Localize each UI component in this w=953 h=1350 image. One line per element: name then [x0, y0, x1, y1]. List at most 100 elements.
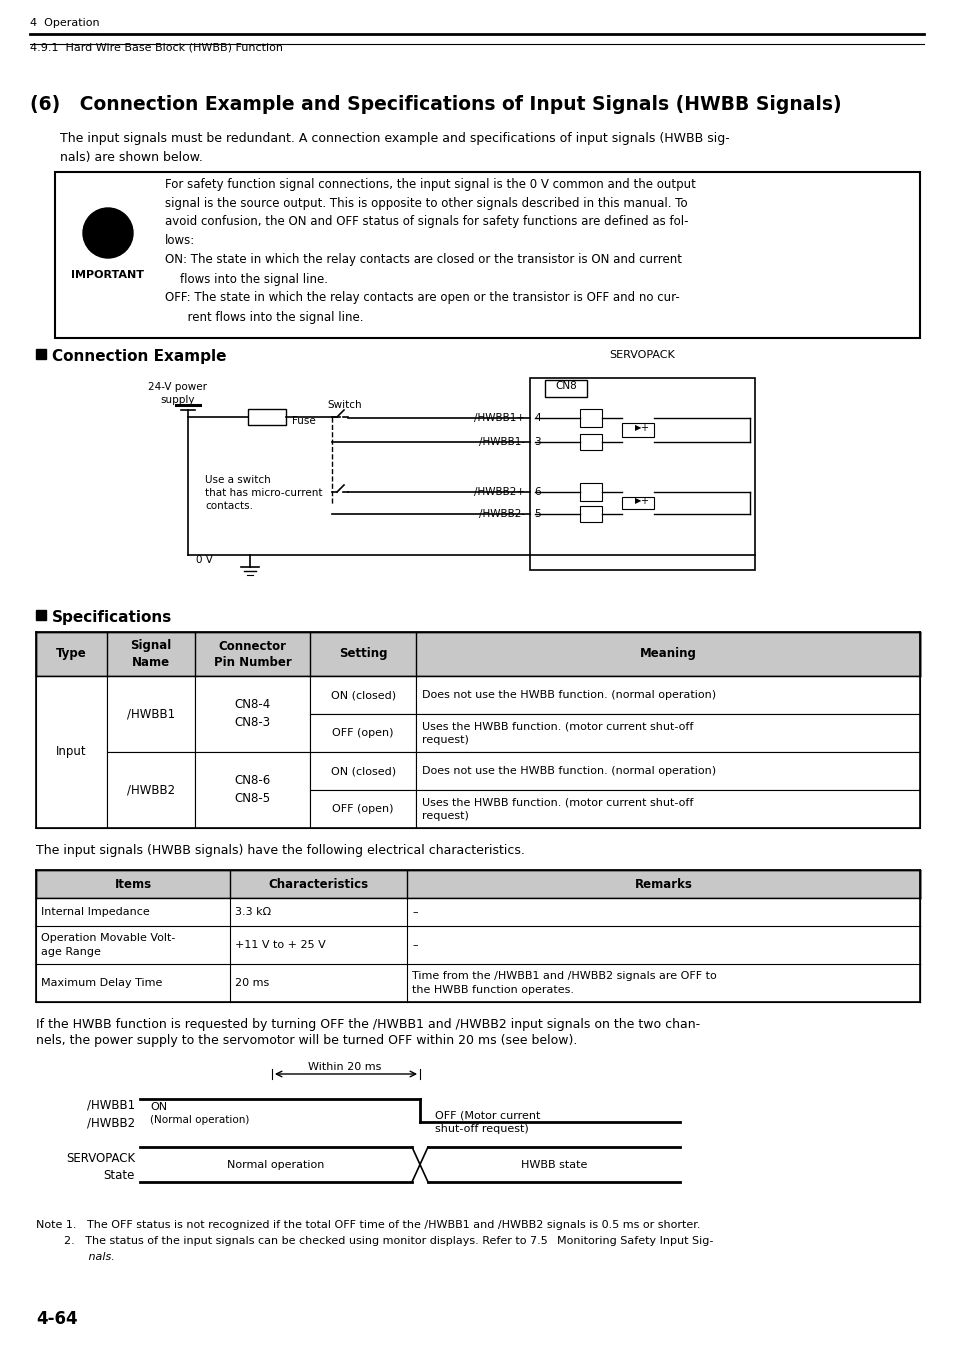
Text: 3: 3: [534, 437, 540, 447]
Text: OFF (Motor current
shut-off request): OFF (Motor current shut-off request): [435, 1110, 539, 1134]
Text: SERVOPACK
State: SERVOPACK State: [66, 1152, 135, 1183]
Text: Use a switch
that has micro-current
contacts.: Use a switch that has micro-current cont…: [205, 475, 322, 512]
Bar: [36, 610, 46, 620]
Bar: [107, 752, 195, 828]
Text: /HWBB2: /HWBB2: [127, 783, 174, 796]
Bar: [107, 676, 195, 752]
Text: Type: Type: [56, 648, 87, 660]
Text: /HWBB2-: /HWBB2-: [478, 509, 524, 518]
Text: ON: ON: [150, 1102, 167, 1112]
Text: 24-V power
supply: 24-V power supply: [149, 382, 208, 405]
Text: +: +: [639, 495, 647, 506]
Text: OFF (open): OFF (open): [332, 805, 394, 814]
Text: Does not use the HWBB function. (normal operation): Does not use the HWBB function. (normal …: [421, 765, 716, 776]
Text: Items: Items: [114, 878, 152, 891]
Text: HWBB state: HWBB state: [520, 1160, 587, 1169]
Text: Setting: Setting: [338, 648, 387, 660]
Text: 20 ms: 20 ms: [235, 977, 270, 988]
Text: nals.: nals.: [36, 1251, 114, 1262]
Text: 6: 6: [534, 487, 540, 497]
Text: CN8-4
CN8-3: CN8-4 CN8-3: [234, 698, 271, 729]
Text: Signal
Name: Signal Name: [131, 640, 172, 668]
Text: ON (closed): ON (closed): [330, 765, 395, 776]
Text: If the HWBB function is requested by turning OFF the /HWBB1 and /HWBB2 input sig: If the HWBB function is requested by tur…: [36, 1018, 700, 1031]
Text: For safety function signal connections, the input signal is the 0 V common and t: For safety function signal connections, …: [165, 178, 695, 247]
Text: OFF (open): OFF (open): [332, 728, 394, 738]
Bar: [310, 752, 416, 790]
Bar: [36, 964, 919, 1002]
Text: OFF: The state in which the relay contacts are open or the transistor is OFF and: OFF: The state in which the relay contac…: [165, 292, 679, 324]
Text: /HWBB1: /HWBB1: [127, 707, 174, 721]
Bar: [195, 752, 310, 828]
Text: SERVOPACK: SERVOPACK: [609, 350, 675, 360]
Text: Normal operation: Normal operation: [227, 1160, 324, 1169]
Text: Switch: Switch: [327, 400, 362, 410]
Text: –: –: [412, 940, 417, 950]
Text: Input: Input: [56, 745, 87, 759]
Bar: [416, 790, 919, 828]
Bar: [55, 171, 919, 338]
Text: 3.3 kΩ: 3.3 kΩ: [235, 907, 272, 917]
Text: Operation Movable Volt-
age Range: Operation Movable Volt- age Range: [41, 933, 175, 957]
Bar: [579, 433, 601, 450]
Text: 4: 4: [534, 413, 540, 423]
Text: Connector
Pin Number: Connector Pin Number: [213, 640, 292, 668]
Bar: [416, 676, 919, 714]
Bar: [248, 409, 286, 425]
Text: The input signals must be redundant. A connection example and specifications of : The input signals must be redundant. A c…: [60, 132, 729, 163]
Text: Meaning: Meaning: [639, 648, 696, 660]
Bar: [310, 714, 416, 752]
Text: (Normal operation): (Normal operation): [150, 1115, 249, 1125]
Circle shape: [83, 208, 132, 258]
Text: Remarks: Remarks: [634, 878, 692, 891]
Bar: [416, 714, 919, 752]
Bar: [36, 676, 107, 828]
Text: /HWBB2+: /HWBB2+: [474, 487, 524, 497]
Text: /HWBB1-: /HWBB1-: [478, 437, 524, 447]
Text: +: +: [639, 423, 647, 433]
Text: Does not use the HWBB function. (normal operation): Does not use the HWBB function. (normal …: [421, 690, 716, 701]
Bar: [544, 379, 586, 397]
Bar: [621, 497, 654, 509]
Text: 4  Operation: 4 Operation: [30, 18, 99, 28]
Text: CN8: CN8: [555, 381, 577, 392]
Text: Specifications: Specifications: [52, 610, 172, 625]
Bar: [579, 483, 601, 501]
Text: 2.   The status of the input signals can be checked using monitor displays. Refe: 2. The status of the input signals can b…: [36, 1237, 713, 1246]
Text: /HWBB1
/HWBB2: /HWBB1 /HWBB2: [87, 1099, 135, 1129]
Bar: [579, 506, 601, 522]
Text: The input signals (HWBB signals) have the following electrical characteristics.: The input signals (HWBB signals) have th…: [36, 844, 524, 857]
Bar: [310, 676, 416, 714]
Bar: [530, 378, 754, 570]
Bar: [621, 423, 654, 437]
Text: 5: 5: [534, 509, 540, 518]
Text: (6)   Connection Example and Specifications of Input Signals (HWBB Signals): (6) Connection Example and Specification…: [30, 95, 841, 113]
Bar: [36, 632, 919, 676]
Text: Time from the /HWBB1 and /HWBB2 signals are OFF to
the HWBB function operates.: Time from the /HWBB1 and /HWBB2 signals …: [412, 972, 717, 995]
Text: ON (closed): ON (closed): [330, 690, 395, 701]
Text: Connection Example: Connection Example: [52, 350, 226, 365]
Text: nels, the power supply to the servomotor will be turned OFF within 20 ms (see be: nels, the power supply to the servomotor…: [36, 1034, 577, 1048]
Text: CN8-6
CN8-5: CN8-6 CN8-5: [234, 775, 271, 806]
Text: Maximum Delay Time: Maximum Delay Time: [41, 977, 162, 988]
Text: +11 V to + 25 V: +11 V to + 25 V: [235, 940, 326, 950]
Text: Internal Impedance: Internal Impedance: [41, 907, 150, 917]
Text: 4.9.1  Hard Wire Base Block (HWBB) Function: 4.9.1 Hard Wire Base Block (HWBB) Functi…: [30, 43, 283, 53]
Text: /HWBB1+: /HWBB1+: [474, 413, 524, 423]
Text: Fuse: Fuse: [292, 416, 315, 427]
Text: ON: The state in which the relay contacts are closed or the transistor is ON and: ON: The state in which the relay contact…: [165, 252, 681, 286]
Text: 4-64: 4-64: [36, 1310, 77, 1328]
Bar: [36, 676, 919, 828]
Text: Uses the HWBB function. (motor current shut-off
request): Uses the HWBB function. (motor current s…: [421, 798, 693, 821]
Bar: [36, 898, 919, 926]
Text: ▶: ▶: [634, 424, 640, 432]
Text: Within 20 ms: Within 20 ms: [308, 1062, 381, 1072]
Bar: [36, 926, 919, 964]
Text: 0 V: 0 V: [195, 555, 213, 566]
Bar: [36, 869, 919, 898]
Bar: [195, 676, 310, 752]
Bar: [579, 409, 601, 427]
Text: ▶: ▶: [634, 497, 640, 505]
Text: Characteristics: Characteristics: [269, 878, 369, 891]
Text: !: !: [100, 216, 115, 250]
